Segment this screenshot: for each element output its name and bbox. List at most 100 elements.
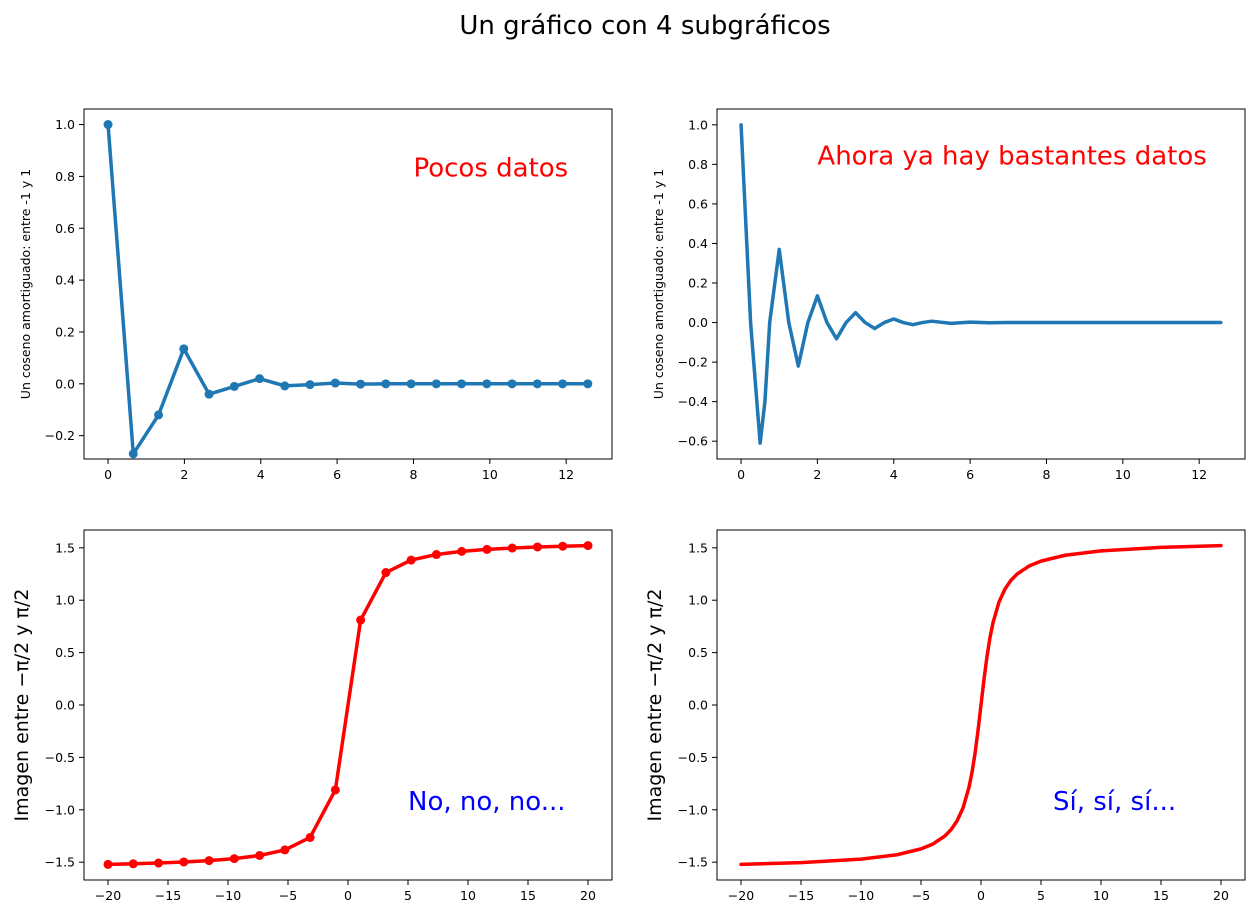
data-point: [229, 381, 239, 391]
x-tick-label: 6: [333, 467, 341, 482]
subplot-top-right: 0 2 4 6 8 10 12 −0.6 −0.4 −0.2 0.0 0.2 0.4 0.6 0.8 1.0 U…: [651, 108, 1246, 482]
figure-suptitle: Un gráfico con 4 subgráficos: [459, 11, 830, 41]
subplot-bottom-right: −20 −15 −10 −5 0 5 10 15 20 −1.5 −1.0 −0.5 0.0 0.5 1.0…: [644, 529, 1246, 903]
subplot-top-left: 0 2 4 6 8 10 12 −0.2 0.0 0.2 0.4 0.6 0.8 1.0 Un coseno…: [18, 108, 613, 482]
data-point: [154, 410, 164, 420]
data-point: [280, 845, 290, 855]
x-tick-label: 15: [1153, 888, 1169, 903]
y-tick-label: −0.2: [45, 428, 75, 443]
y-tick-label: 0.8: [55, 169, 75, 184]
data-point: [229, 854, 239, 864]
data-point: [103, 859, 113, 869]
y-tick-label: −1.5: [45, 855, 75, 870]
x-tick-label: −10: [215, 888, 241, 903]
x-tick-label: 6: [966, 467, 974, 482]
x-tick-label: 8: [409, 467, 417, 482]
data-point: [482, 544, 492, 554]
y-tick-label: −0.4: [678, 394, 708, 409]
x-tick-label: −5: [279, 888, 297, 903]
x-tick-label: 0: [737, 467, 745, 482]
data-point: [179, 344, 189, 354]
series-line: [739, 543, 1223, 867]
y-tick-label: 0.5: [55, 645, 75, 660]
data-point: [507, 379, 517, 389]
data-point: [558, 541, 568, 551]
y-axis-label: Imagen entre −π/2 y π/2: [11, 589, 33, 822]
data-point: [457, 546, 467, 556]
data-point: [406, 555, 416, 565]
x-tick-label: 10: [482, 467, 498, 482]
y-tick-label: −1.0: [678, 802, 708, 817]
data-point: [431, 379, 441, 389]
y-tick-label: −1.5: [678, 855, 708, 870]
x-tick-label: 10: [1115, 467, 1131, 482]
x-tick-label: −5: [912, 888, 930, 903]
y-tick-label: −0.2: [678, 355, 708, 370]
y-tick-label: 1.0: [55, 593, 75, 608]
data-point: [128, 449, 138, 459]
data-point: [128, 859, 138, 869]
data-point: [255, 374, 265, 384]
data-point: [154, 858, 164, 868]
y-tick-label: 0.0: [55, 376, 75, 391]
data-point: [204, 856, 214, 866]
x-tick-label: 12: [558, 467, 574, 482]
y-tick-label: 1.0: [55, 117, 75, 132]
data-point: [532, 542, 542, 552]
y-tick-label: −0.6: [678, 434, 708, 449]
x-tick-label: −15: [788, 888, 814, 903]
x-tick-label: 8: [1042, 467, 1050, 482]
x-tick-label: 12: [1191, 467, 1207, 482]
axes-frame: [83, 108, 613, 460]
x-tick-label: 2: [813, 467, 821, 482]
data-point: [381, 379, 391, 389]
data-point: [305, 832, 315, 842]
y-tick-label: 0.4: [55, 273, 75, 288]
data-point: [583, 379, 593, 389]
data-point: [406, 379, 416, 389]
x-tick-label: 2: [180, 467, 188, 482]
data-point: [381, 568, 391, 578]
series-line: [739, 123, 1223, 445]
data-point: [482, 379, 492, 389]
x-tick-label: 4: [890, 467, 898, 482]
y-tick-label: −1.0: [45, 802, 75, 817]
data-point: [103, 120, 113, 130]
data-point: [179, 857, 189, 867]
x-tick-label: 5: [1037, 888, 1045, 903]
y-tick-label: 0.2: [688, 276, 708, 291]
data-point: [356, 615, 366, 625]
y-tick-label: 0.5: [688, 645, 708, 660]
data-point: [330, 378, 340, 388]
x-tick-label: −15: [155, 888, 181, 903]
y-tick-label: 0.6: [688, 196, 708, 211]
y-tick-label: 1.5: [688, 540, 708, 555]
y-tick-label: 1.5: [55, 540, 75, 555]
y-tick-label: 0.0: [688, 315, 708, 330]
data-point: [356, 379, 366, 389]
x-tick-label: 10: [460, 888, 476, 903]
x-tick-label: 20: [580, 888, 596, 903]
annotation-text: Ahora ya hay bastantes datos: [817, 141, 1206, 171]
y-tick-label: 0.2: [55, 324, 75, 339]
data-point: [280, 381, 290, 391]
data-point: [507, 543, 517, 553]
data-point: [457, 379, 467, 389]
y-tick-label: 0.0: [688, 698, 708, 713]
subplot-bottom-left: −20 −15 −10 −5 0 5 10 15 20 −1.5 −1.0 −0.5 0.0 0.5 1.0…: [11, 529, 613, 903]
y-axis-label: Un coseno amortiguado: entre -1 y 1: [18, 169, 33, 399]
y-tick-label: −0.5: [45, 750, 75, 765]
x-tick-label: 15: [520, 888, 536, 903]
data-point: [305, 380, 315, 390]
y-tick-label: 0.0: [55, 698, 75, 713]
data-point: [583, 541, 593, 551]
x-tick-label: −20: [95, 888, 121, 903]
y-tick-label: −0.5: [678, 750, 708, 765]
x-tick-label: 0: [344, 888, 352, 903]
x-tick-label: 20: [1213, 888, 1229, 903]
y-tick-label: 1.0: [688, 117, 708, 132]
annotation-text: Pocos datos: [413, 153, 568, 183]
x-tick-label: −10: [848, 888, 874, 903]
x-tick-label: 10: [1093, 888, 1109, 903]
